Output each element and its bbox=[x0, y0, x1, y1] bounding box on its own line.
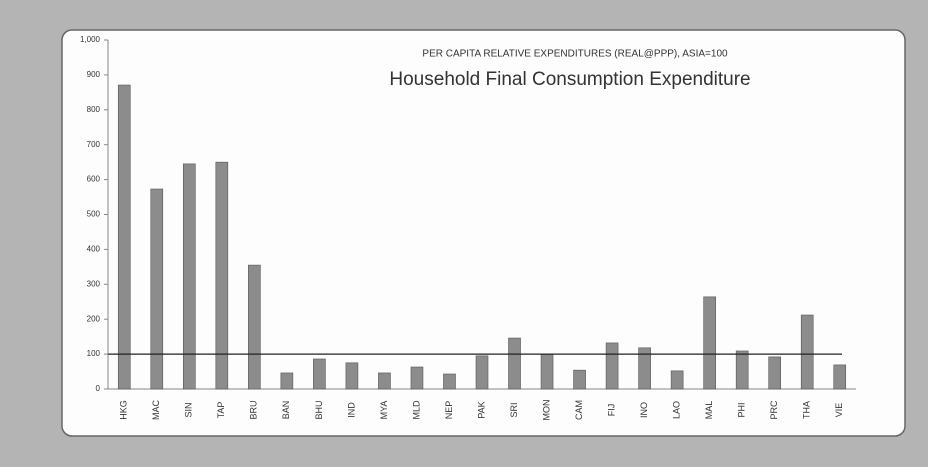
bar bbox=[670, 370, 684, 390]
y-tick-label: 400 bbox=[87, 245, 101, 254]
y-tick-label: 1,000 bbox=[80, 35, 101, 44]
bar bbox=[443, 373, 456, 390]
bar bbox=[183, 163, 196, 390]
bar bbox=[475, 355, 489, 390]
bar bbox=[833, 364, 847, 390]
bar bbox=[248, 264, 261, 390]
bar bbox=[150, 188, 164, 390]
x-tick-label: BRU bbox=[249, 400, 259, 419]
x-tick-label: THA bbox=[802, 401, 812, 419]
bar bbox=[117, 84, 131, 390]
bar bbox=[735, 350, 749, 390]
bar bbox=[280, 372, 294, 390]
chart-subtitle: Household Final Consumption Expenditure bbox=[389, 69, 750, 90]
bar bbox=[345, 362, 359, 390]
x-tick-label: HKG bbox=[119, 400, 129, 420]
x-tick-label: BAN bbox=[281, 401, 291, 420]
y-tick-label: 200 bbox=[87, 314, 101, 323]
y-tick-label: 100 bbox=[87, 349, 101, 358]
bar bbox=[573, 369, 586, 390]
bar bbox=[508, 337, 521, 390]
bar bbox=[410, 366, 424, 390]
x-tick-label: INO bbox=[639, 402, 649, 418]
x-tick-label: MYA bbox=[379, 401, 389, 420]
x-tick-label: MLD bbox=[411, 400, 421, 420]
bar bbox=[768, 356, 781, 390]
x-tick-label: IND bbox=[346, 402, 356, 418]
bar bbox=[703, 296, 716, 390]
x-tick-label: SRI bbox=[509, 402, 519, 417]
chart-title: PER CAPITA RELATIVE EXPENDITURES (REAL@P… bbox=[422, 49, 728, 60]
x-tick-label: SIN bbox=[184, 402, 194, 417]
bar bbox=[215, 161, 229, 390]
x-tick-label: MAC bbox=[151, 400, 161, 421]
y-tick-label: 800 bbox=[87, 105, 101, 114]
y-tick-label: 700 bbox=[87, 140, 101, 149]
y-tick-label: 900 bbox=[87, 70, 101, 79]
y-tick-label: 0 bbox=[96, 384, 101, 393]
x-tick-label: NEP bbox=[444, 401, 454, 420]
y-tick-label: 600 bbox=[87, 175, 101, 184]
x-tick-label: CAM bbox=[574, 400, 584, 420]
bar bbox=[638, 347, 651, 390]
x-tick-label: FIJ bbox=[606, 404, 616, 417]
bar bbox=[313, 358, 326, 390]
x-tick-label: BHU bbox=[314, 400, 324, 419]
x-tick-label: VIE bbox=[834, 403, 844, 418]
y-tick-label: 500 bbox=[87, 210, 101, 219]
x-tick-label: MON bbox=[541, 400, 551, 421]
chart-panel bbox=[61, 29, 906, 437]
y-tick-label: 300 bbox=[87, 279, 101, 288]
x-tick-label: LAO bbox=[672, 401, 682, 419]
x-tick-label: MAL bbox=[704, 401, 714, 420]
bar bbox=[378, 372, 391, 390]
x-tick-label: PHI bbox=[737, 402, 747, 417]
bar bbox=[540, 353, 554, 390]
bar bbox=[605, 342, 619, 390]
x-tick-label: PRC bbox=[769, 400, 779, 420]
x-tick-label: PAK bbox=[476, 401, 486, 418]
bar bbox=[800, 314, 814, 390]
x-tick-label: TAP bbox=[216, 402, 226, 419]
